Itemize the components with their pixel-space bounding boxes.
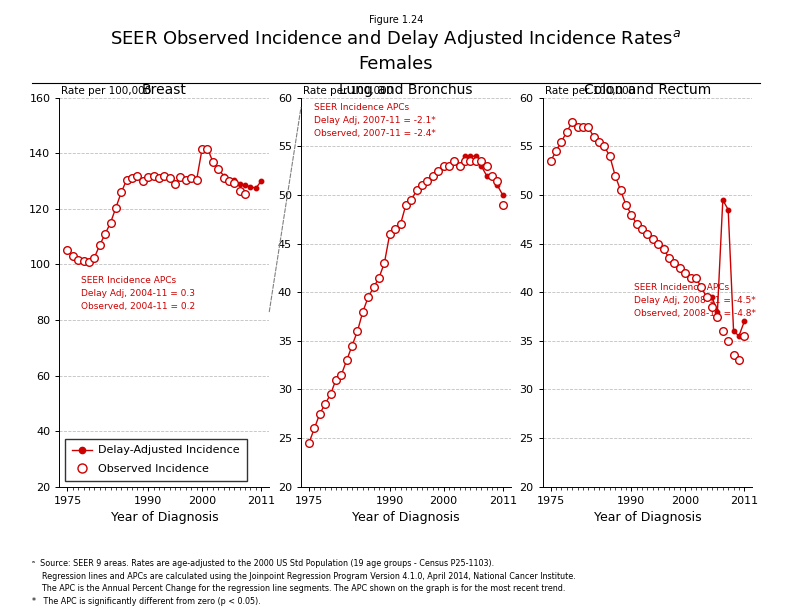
X-axis label: Year of Diagnosis: Year of Diagnosis — [594, 511, 701, 524]
Legend: Delay-Adjusted Incidence, Observed Incidence: Delay-Adjusted Incidence, Observed Incid… — [65, 439, 246, 481]
Text: SEER Incidence APCs
Delay Adj, 2008-11 = -4.5*
Observed, 2008-11 = -4.8*: SEER Incidence APCs Delay Adj, 2008-11 =… — [634, 283, 756, 318]
Title: Breast: Breast — [142, 83, 187, 97]
Text: ᵃ  Source: SEER 9 areas. Rates are age-adjusted to the 2000 US Std Population (1: ᵃ Source: SEER 9 areas. Rates are age-ad… — [32, 559, 576, 606]
Text: Rate per 100,000: Rate per 100,000 — [303, 86, 393, 96]
Title: Colon and Rectum: Colon and Rectum — [584, 83, 711, 97]
Text: SEER Incidence APCs
Delay Adj, 2004-11 = 0.3
Observed, 2004-11 = 0.2: SEER Incidence APCs Delay Adj, 2004-11 =… — [81, 275, 195, 311]
Text: SEER Incidence APCs
Delay Adj, 2007-11 = -2.1*
Observed, 2007-11 = -2.4*: SEER Incidence APCs Delay Adj, 2007-11 =… — [314, 103, 436, 138]
Text: Females: Females — [359, 55, 433, 73]
Text: Rate per 100,000: Rate per 100,000 — [62, 86, 151, 96]
Title: Lung and Bronchus: Lung and Bronchus — [339, 83, 473, 97]
Text: Figure 1.24: Figure 1.24 — [369, 15, 423, 25]
Text: Rate per 100,000: Rate per 100,000 — [545, 86, 634, 96]
X-axis label: Year of Diagnosis: Year of Diagnosis — [352, 511, 459, 524]
Text: SEER Observed Incidence and Delay Adjusted Incidence Rates$^{a}$: SEER Observed Incidence and Delay Adjust… — [111, 28, 681, 50]
X-axis label: Year of Diagnosis: Year of Diagnosis — [111, 511, 218, 524]
